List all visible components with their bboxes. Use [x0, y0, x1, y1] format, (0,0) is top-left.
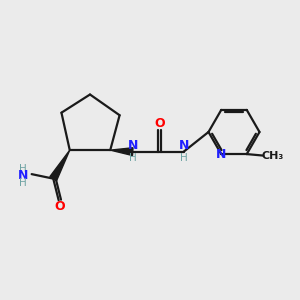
Text: CH₃: CH₃: [261, 151, 284, 160]
Text: N: N: [215, 148, 226, 160]
Text: O: O: [154, 117, 165, 130]
Text: N: N: [128, 139, 138, 152]
Polygon shape: [110, 148, 133, 155]
Text: N: N: [18, 169, 28, 182]
Text: H: H: [180, 153, 188, 163]
Polygon shape: [50, 150, 70, 181]
Text: H: H: [20, 178, 27, 188]
Text: N: N: [178, 139, 189, 152]
Text: H: H: [129, 153, 136, 163]
Text: H: H: [20, 164, 27, 174]
Text: O: O: [54, 200, 64, 213]
